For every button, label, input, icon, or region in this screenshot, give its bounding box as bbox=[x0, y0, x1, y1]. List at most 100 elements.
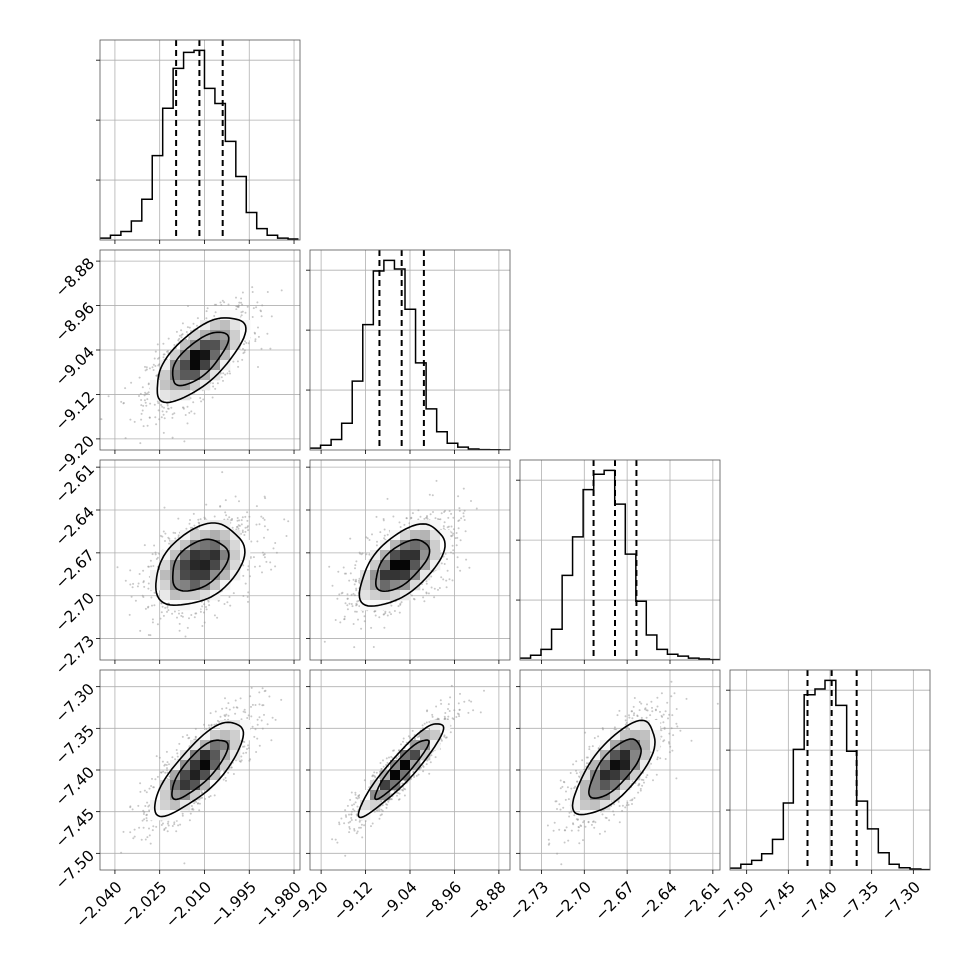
scatter-panel-3-1-point bbox=[402, 740, 404, 743]
scatter-panel-3-1-point bbox=[357, 795, 360, 798]
scatter-panel-2-0-point bbox=[147, 582, 150, 585]
scatter-panel-3-0-point bbox=[266, 723, 269, 726]
scatter-panel-2-1-point bbox=[427, 592, 430, 595]
hist-panel-1 bbox=[306, 249, 511, 454]
scatter-panel-2-1-point bbox=[360, 627, 363, 630]
scatter-panel-2-1-point bbox=[398, 521, 401, 524]
scatter-panel-3-0-density-cell bbox=[190, 750, 201, 761]
scatter-panel-1-0-point bbox=[256, 301, 259, 304]
scatter-panel-3-2-point bbox=[646, 774, 649, 777]
scatter-panel-3-0-point bbox=[243, 708, 246, 711]
scatter-panel-3-1-point bbox=[386, 761, 389, 764]
scatter-panel-1-0-density-cell bbox=[230, 350, 241, 361]
scatter-panel-3-1-point bbox=[353, 803, 355, 806]
scatter-panel-2-0-point bbox=[255, 523, 258, 526]
scatter-panel-3-2-point bbox=[588, 745, 591, 748]
scatter-panel-1-0-point bbox=[129, 418, 132, 421]
scatter-panel-3-2-point bbox=[565, 790, 567, 793]
scatter-panel-3-2-point bbox=[597, 735, 600, 738]
scatter-panel-1-0-density-cell bbox=[220, 330, 231, 341]
scatter-panel-2-0-point bbox=[213, 515, 216, 518]
scatter-panel-3-1-point bbox=[434, 756, 437, 759]
scatter-panel-2-1-point bbox=[459, 539, 462, 542]
scatter-panel-3-2-point bbox=[671, 749, 674, 752]
scatter-panel-2-1-density-cell bbox=[390, 560, 401, 571]
scatter-panel-1-0-point bbox=[257, 366, 259, 368]
scatter-panel-3-1-point bbox=[458, 708, 461, 711]
scatter-panel-2-0-point bbox=[274, 542, 277, 544]
scatter-panel-2-0-point bbox=[270, 568, 273, 571]
scatter-panel-1-0-density-cell bbox=[210, 360, 221, 371]
scatter-panel-3-2-density-cell bbox=[590, 790, 601, 801]
scatter-panel-3-2-point bbox=[660, 735, 663, 738]
scatter-panel-2-0-point bbox=[141, 594, 144, 597]
scatter-panel-1-0-point bbox=[145, 368, 148, 371]
scatter-panel-3-2-point bbox=[617, 800, 620, 803]
scatter-panel-2-1-point bbox=[348, 579, 351, 582]
scatter-panel-3-0-density-cell bbox=[200, 760, 211, 771]
scatter-panel-2-1-point bbox=[455, 532, 458, 534]
scatter-panel-3-2-point bbox=[628, 714, 630, 717]
scatter-panel-3-0-point bbox=[163, 828, 166, 830]
scatter-panel-3-2-density-cell bbox=[620, 790, 631, 801]
scatter-panel-2-0-point bbox=[158, 552, 161, 555]
scatter-panel-1-0-point bbox=[157, 409, 160, 412]
scatter-panel-2-0-point bbox=[241, 529, 244, 532]
scatter-panel-3-2-point bbox=[570, 787, 573, 790]
scatter-panel-3-2-point bbox=[570, 810, 573, 813]
scatter-panel-2-0-point bbox=[137, 582, 140, 585]
scatter-panel-3-0-point bbox=[122, 830, 125, 833]
scatter-panel-2-1-point bbox=[342, 566, 345, 569]
scatter-panel-2-0-point bbox=[154, 553, 157, 556]
scatter-panel-3-2-density-cell bbox=[600, 760, 611, 771]
scatter-panel-3-1-point bbox=[435, 705, 438, 708]
scatter-panel-1-0-point bbox=[162, 431, 165, 434]
scatter-panel-3-2-point bbox=[645, 716, 648, 719]
xtick-label-1-3: −8.96 bbox=[419, 878, 465, 924]
scatter-panel-2-1-point bbox=[417, 509, 420, 512]
scatter-panel-3-0-density-cell bbox=[180, 770, 191, 781]
scatter-panel-3-1-density-cell bbox=[390, 770, 401, 781]
scatter-panel-2-0-density-cell bbox=[160, 580, 171, 591]
scatter-panel-3-1-density-cell bbox=[410, 750, 421, 761]
scatter-panel-1-0-point bbox=[140, 399, 143, 401]
scatter-panel-2-1-point bbox=[423, 517, 426, 520]
scatter-panel-2-0-point bbox=[238, 519, 241, 522]
scatter-panel-1-0-point bbox=[214, 387, 217, 390]
scatter-panel-2-0-density-cell bbox=[230, 560, 241, 571]
scatter-panel-1-0-point bbox=[120, 400, 123, 403]
scatter-panel-3-2-point bbox=[685, 697, 688, 700]
scatter-panel-3-0-point bbox=[198, 809, 201, 812]
scatter-panel-2-0-point bbox=[160, 602, 163, 605]
scatter-panel-1-0-point bbox=[167, 337, 170, 340]
scatter-panel-3-0-point bbox=[144, 805, 147, 807]
scatter-panel-3-0-point bbox=[151, 777, 153, 780]
scatter-panel-1-0-point bbox=[142, 404, 145, 407]
scatter-panel-3-0-point bbox=[250, 705, 252, 708]
scatter-panel-3-0-point bbox=[240, 755, 243, 758]
scatter-panel-3-0-point bbox=[258, 691, 261, 694]
scatter-panel-3-0-point bbox=[183, 862, 186, 865]
scatter-panel-3-2-point bbox=[640, 702, 643, 705]
scatter-panel-1-0-point bbox=[280, 289, 283, 292]
scatter-panel-1-0-point bbox=[130, 381, 133, 384]
scatter-panel-2-0-point bbox=[228, 596, 231, 598]
scatter-panel-1-0-point bbox=[213, 315, 216, 317]
scatter-panel-3-2-density-cell bbox=[600, 780, 611, 791]
scatter-panel-2-0-point bbox=[147, 565, 150, 568]
scatter-panel-3-0-point bbox=[200, 792, 203, 794]
scatter-panel-2-1-point bbox=[328, 565, 331, 568]
scatter-panel-2-0-point bbox=[172, 531, 175, 534]
scatter-panel-3-0-point bbox=[166, 830, 169, 833]
scatter-panel-3-2-point bbox=[601, 813, 604, 816]
scatter-panel-1-0-point bbox=[237, 306, 240, 309]
scatter-panel-2-0-point bbox=[151, 553, 154, 556]
scatter-panel-3-1-point bbox=[444, 736, 447, 739]
scatter-panel-2-1-point bbox=[363, 615, 366, 618]
scatter-panel-3-0-point bbox=[249, 758, 252, 761]
scatter-panel-3-1-point bbox=[346, 804, 349, 807]
scatter-panel-3-0-density-cell bbox=[220, 740, 231, 751]
scatter-panel-2-0-point bbox=[153, 591, 156, 594]
scatter-panel-2-0-density-cell bbox=[230, 540, 241, 551]
